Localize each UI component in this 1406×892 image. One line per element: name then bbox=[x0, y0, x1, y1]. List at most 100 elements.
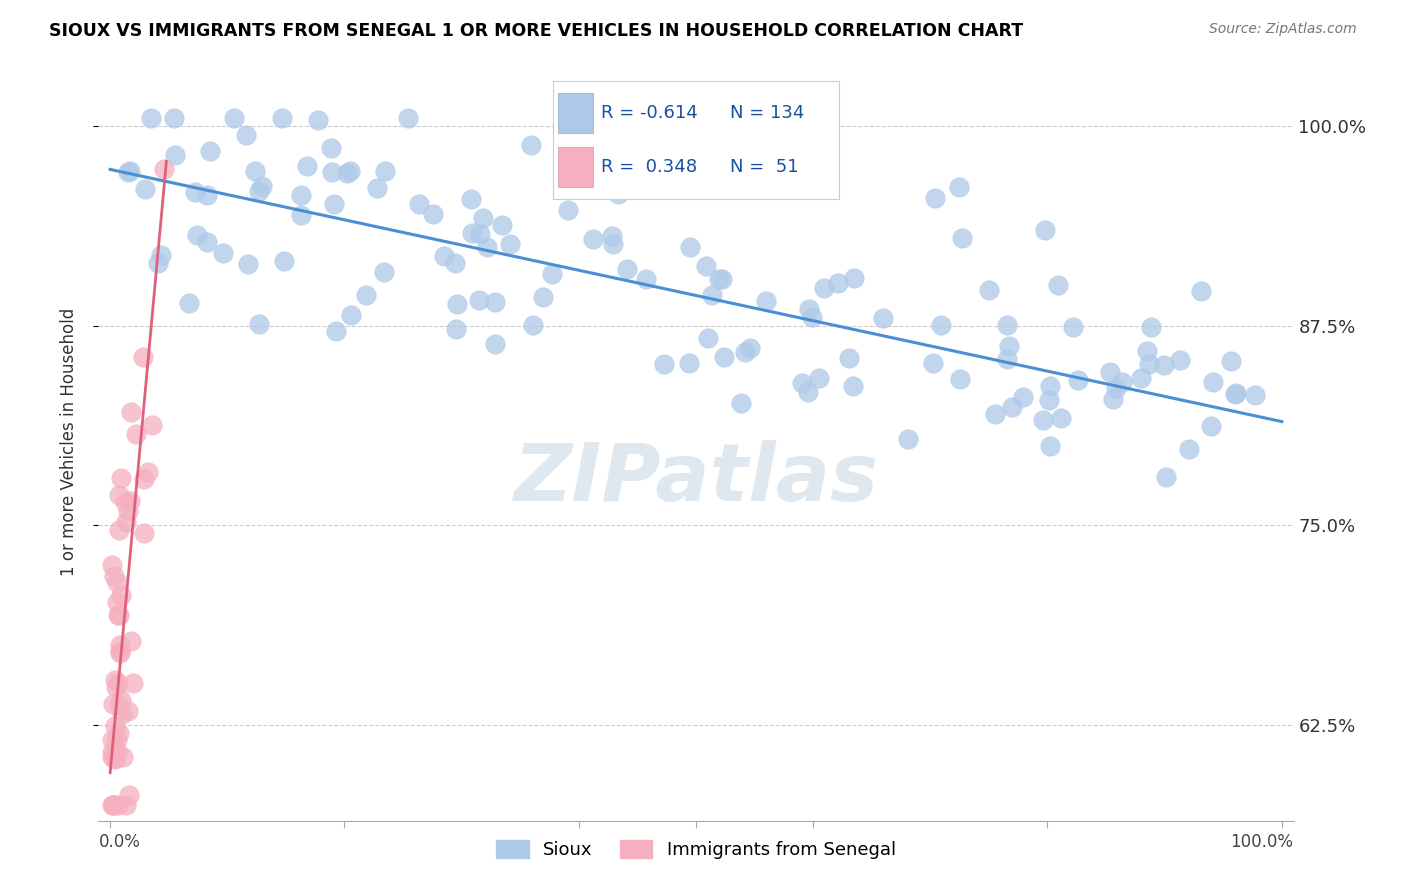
Point bbox=[995, 351, 1018, 366]
Point bbox=[105, 680, 128, 694]
Point bbox=[1201, 419, 1223, 434]
Point bbox=[250, 179, 273, 194]
Point bbox=[110, 588, 132, 602]
Point bbox=[243, 164, 266, 178]
Point bbox=[165, 147, 187, 161]
Text: 0.0%: 0.0% bbox=[98, 833, 141, 851]
Point bbox=[101, 733, 124, 747]
Point bbox=[134, 182, 156, 196]
Point bbox=[984, 407, 1007, 421]
Point bbox=[1033, 223, 1056, 237]
Point bbox=[520, 138, 543, 153]
Point bbox=[471, 211, 494, 226]
Point bbox=[491, 218, 513, 232]
Point bbox=[1189, 284, 1212, 298]
Point bbox=[790, 376, 813, 390]
Point bbox=[325, 324, 347, 338]
Point bbox=[118, 789, 141, 803]
Point bbox=[107, 488, 129, 502]
Point bbox=[136, 465, 159, 479]
Point bbox=[557, 202, 579, 217]
Point bbox=[105, 744, 128, 758]
Point bbox=[108, 608, 131, 623]
Point bbox=[1039, 439, 1062, 453]
Point bbox=[797, 384, 820, 399]
Point bbox=[110, 693, 132, 707]
Point bbox=[103, 697, 125, 711]
Point bbox=[117, 705, 139, 719]
Point bbox=[446, 297, 468, 311]
Point bbox=[838, 351, 860, 365]
Point bbox=[117, 165, 139, 179]
Point bbox=[711, 272, 734, 286]
Point bbox=[702, 288, 724, 302]
Point bbox=[238, 258, 260, 272]
Point bbox=[108, 523, 131, 537]
Text: Source: ZipAtlas.com: Source: ZipAtlas.com bbox=[1209, 22, 1357, 37]
Point bbox=[323, 196, 346, 211]
Point bbox=[979, 283, 1001, 297]
Point bbox=[730, 396, 752, 410]
Point bbox=[1139, 320, 1161, 334]
Point bbox=[354, 288, 377, 302]
Point bbox=[896, 432, 918, 446]
Point bbox=[114, 797, 136, 812]
Point bbox=[152, 161, 174, 176]
Point bbox=[101, 558, 124, 572]
Text: 100.0%: 100.0% bbox=[1230, 833, 1294, 851]
Point bbox=[1102, 392, 1125, 406]
Point bbox=[107, 797, 129, 812]
Point bbox=[842, 270, 865, 285]
Point bbox=[1111, 376, 1133, 390]
Point bbox=[105, 732, 128, 747]
Point bbox=[249, 318, 271, 332]
Point bbox=[290, 208, 312, 222]
Point bbox=[132, 350, 155, 364]
Point bbox=[755, 294, 778, 309]
Point bbox=[104, 673, 127, 687]
Point bbox=[1032, 412, 1054, 426]
Point bbox=[1178, 442, 1201, 456]
Point bbox=[1136, 343, 1159, 358]
Point bbox=[104, 719, 127, 733]
Point bbox=[433, 249, 456, 263]
Point bbox=[1050, 411, 1073, 425]
Point bbox=[1153, 358, 1175, 372]
Point bbox=[678, 356, 700, 370]
Point bbox=[634, 271, 657, 285]
Point bbox=[799, 302, 821, 317]
Point bbox=[115, 515, 138, 529]
Point bbox=[101, 797, 124, 812]
Point bbox=[813, 280, 835, 294]
Point bbox=[827, 276, 849, 290]
Point bbox=[117, 504, 139, 518]
Point bbox=[374, 163, 396, 178]
Point bbox=[600, 229, 623, 244]
Point bbox=[695, 260, 717, 274]
Point bbox=[922, 356, 945, 370]
Point bbox=[177, 295, 200, 310]
Point bbox=[460, 192, 482, 206]
Point bbox=[340, 308, 363, 322]
Point bbox=[107, 726, 129, 740]
Point bbox=[475, 239, 498, 253]
Point bbox=[120, 634, 142, 648]
Point bbox=[112, 749, 135, 764]
Point bbox=[949, 372, 972, 386]
Point bbox=[101, 797, 124, 812]
Point bbox=[307, 113, 329, 128]
Point bbox=[997, 318, 1019, 332]
Point bbox=[652, 357, 675, 371]
Point bbox=[195, 235, 218, 250]
Point bbox=[468, 293, 491, 307]
Point bbox=[460, 227, 482, 241]
Point bbox=[498, 237, 520, 252]
Point bbox=[107, 676, 129, 690]
Point bbox=[443, 255, 465, 269]
Point bbox=[591, 138, 613, 153]
Point bbox=[808, 371, 831, 385]
Point bbox=[606, 186, 628, 201]
Point bbox=[118, 164, 141, 178]
Point bbox=[184, 185, 207, 199]
Point bbox=[108, 638, 131, 652]
